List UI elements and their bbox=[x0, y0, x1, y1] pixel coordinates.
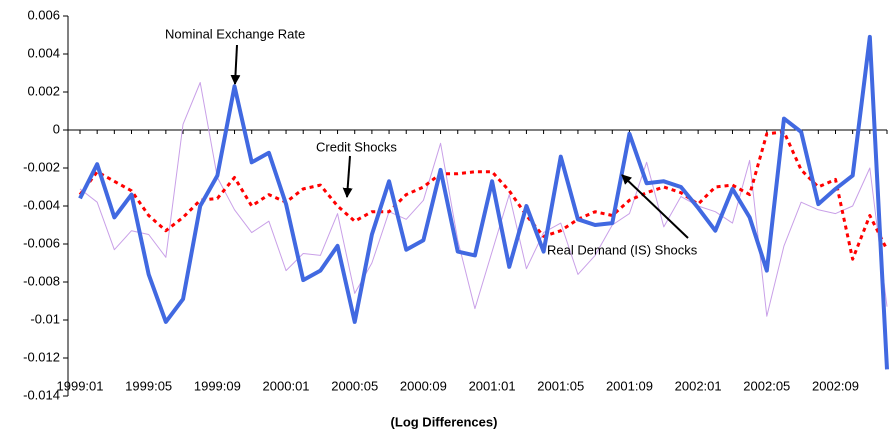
annotation: Nominal Exchange Rate bbox=[165, 26, 305, 41]
y-tick-label: -0.004 bbox=[23, 197, 60, 212]
series-line bbox=[78, 34, 889, 370]
y-tick-label: -0.01 bbox=[30, 311, 60, 326]
y-tick-label: 0.004 bbox=[27, 45, 60, 60]
annotation: Credit Shocks bbox=[316, 139, 397, 154]
annotation-arrow bbox=[230, 44, 241, 85]
y-tick-label: -0.006 bbox=[23, 235, 60, 250]
x-tick-label: 2000:09 bbox=[400, 378, 447, 393]
annotation-arrow bbox=[621, 174, 689, 239]
x-tick-label: 1999:05 bbox=[125, 378, 172, 393]
annotation: Real Demand (IS) Shocks bbox=[547, 242, 698, 257]
series-line bbox=[79, 82, 888, 317]
x-tick-label: 2000:05 bbox=[331, 378, 378, 393]
y-tick-label: 0.006 bbox=[27, 7, 60, 22]
y-tick-label: -0.012 bbox=[23, 349, 60, 364]
y-tick-label: -0.008 bbox=[23, 273, 60, 288]
x-axis-title: (Log Differences) bbox=[391, 414, 498, 429]
x-tick-label: 2002:09 bbox=[812, 378, 859, 393]
x-tick-label: 1999:01 bbox=[57, 378, 104, 393]
x-tick-label: 2001:05 bbox=[537, 378, 584, 393]
y-tick-label: -0.014 bbox=[23, 387, 60, 402]
y-tick-label: -0.002 bbox=[23, 159, 60, 174]
y-tick-label: 0 bbox=[53, 121, 60, 136]
x-tick-label: 2001:09 bbox=[606, 378, 653, 393]
x-tick-label: 2002:05 bbox=[743, 378, 790, 393]
x-tick-label: 2001:01 bbox=[469, 378, 516, 393]
x-tick-label: 2002:01 bbox=[675, 378, 722, 393]
y-tick-label: 0.002 bbox=[27, 83, 60, 98]
x-tick-label: 1999:09 bbox=[194, 378, 241, 393]
series-line bbox=[78, 130, 889, 261]
annotation-arrow bbox=[342, 155, 353, 198]
x-tick-label: 2000:01 bbox=[263, 378, 310, 393]
